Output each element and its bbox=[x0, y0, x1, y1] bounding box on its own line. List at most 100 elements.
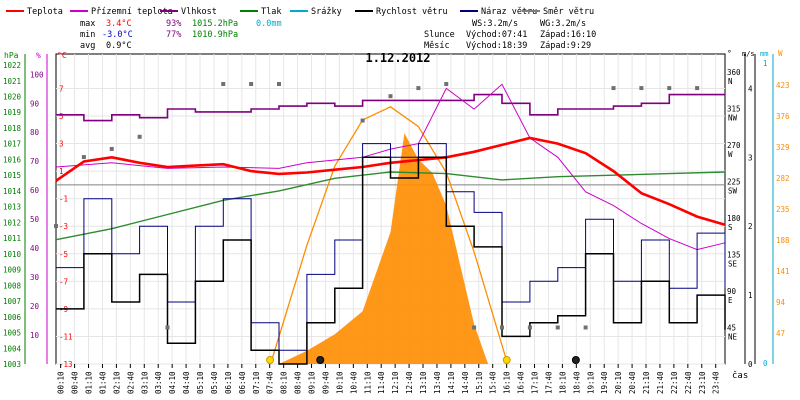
series-humidity bbox=[56, 93, 725, 122]
celsius-tick-label: -3 bbox=[59, 222, 68, 231]
celsius-tick-label: -13 bbox=[59, 360, 73, 369]
hpa-tick-label: 1019 bbox=[3, 108, 21, 117]
sunset-marker bbox=[502, 356, 511, 364]
x-tick-label: 12:40 bbox=[405, 371, 414, 394]
x-axis-label: čas bbox=[732, 370, 748, 381]
x-tick-label: 03:40 bbox=[154, 371, 163, 394]
stat-max-label: max bbox=[80, 19, 95, 29]
wm2-tick-label: 94 bbox=[776, 298, 786, 307]
wind-direction-point bbox=[54, 224, 58, 229]
stat-max-hum: 93% bbox=[166, 19, 181, 29]
ms-tick-label: 4 bbox=[748, 84, 753, 93]
ms-tick-label: 0 bbox=[748, 360, 753, 369]
info-sunset: Západ:16:10 bbox=[540, 30, 596, 40]
series-solar-measured bbox=[279, 133, 489, 364]
celsius-tick-label: 7 bbox=[59, 84, 64, 93]
x-tick-label: 20:40 bbox=[628, 371, 637, 394]
wind-direction-point bbox=[472, 325, 477, 330]
x-tick-label: 05:40 bbox=[210, 371, 219, 394]
dir-label: E bbox=[728, 296, 733, 305]
x-tick-label: 07:40 bbox=[266, 371, 275, 394]
info-sunrise: Východ:07:41 bbox=[466, 30, 527, 40]
mm-tick-label: 0 bbox=[763, 359, 768, 368]
x-tick-label: 11:10 bbox=[363, 371, 372, 394]
deg-unit: ° bbox=[727, 49, 732, 58]
percent-tick-label: 30 bbox=[30, 273, 40, 282]
wm2-tick-label: 282 bbox=[776, 174, 790, 183]
x-tick-label: 17:40 bbox=[544, 371, 553, 394]
info-ws: WS:3.2m/s bbox=[472, 19, 518, 29]
x-tick-label: 08:40 bbox=[294, 371, 303, 394]
x-tick-label: 13:10 bbox=[419, 371, 428, 394]
mm-tick-label: 1 bbox=[763, 59, 768, 68]
wind-direction-point bbox=[527, 325, 532, 330]
deg-tick-label: 225 bbox=[727, 177, 741, 186]
stat-min-temp: -3.0°C bbox=[102, 30, 133, 40]
celsius-tick-label: -7 bbox=[59, 277, 68, 286]
wind-direction-point bbox=[639, 86, 644, 91]
hpa-tick-label: 1015 bbox=[3, 171, 21, 180]
hpa-tick-label: 1020 bbox=[3, 92, 22, 101]
wm2-tick-label: 235 bbox=[776, 205, 790, 214]
stat-max-temp: 3.4°C bbox=[106, 19, 132, 29]
legend-label: Přízemní teplota bbox=[91, 7, 173, 17]
celsius-tick-label: -5 bbox=[59, 250, 68, 259]
stat-min-press: 1010.9hPa bbox=[192, 30, 238, 40]
x-tick-label: 23:10 bbox=[698, 371, 707, 394]
hpa-tick-label: 1005 bbox=[3, 329, 21, 338]
wind-direction-point bbox=[277, 82, 281, 87]
dir-label: NE bbox=[728, 332, 738, 341]
percent-tick-label: 60 bbox=[30, 186, 40, 195]
ms-tick-label: 3 bbox=[748, 153, 753, 162]
celsius-tick-label: 5 bbox=[59, 112, 64, 121]
x-tick-label: 07:10 bbox=[252, 371, 261, 394]
stat-avg-temp: 0.9°C bbox=[106, 41, 132, 51]
moonset-marker bbox=[316, 356, 325, 364]
hpa-tick-label: 1022 bbox=[3, 61, 21, 70]
wind-direction-point bbox=[555, 325, 560, 330]
deg-tick-label: 360 bbox=[727, 68, 741, 77]
info-wg: WG:3.2m/s bbox=[540, 19, 586, 29]
stat-min-hum: 77% bbox=[166, 30, 181, 40]
wind-direction-point bbox=[165, 325, 170, 330]
dir-label: N bbox=[728, 77, 733, 86]
wind-direction-point bbox=[695, 86, 700, 91]
x-tick-label: 01:40 bbox=[98, 371, 107, 394]
info-moonset: Západ:9:29 bbox=[540, 41, 591, 51]
x-tick-label: 03:10 bbox=[140, 371, 149, 394]
chart-title: 1.12.2012 bbox=[365, 51, 430, 65]
x-tick-label: 14:10 bbox=[447, 371, 456, 394]
legend-label: Náraz větru bbox=[481, 7, 537, 17]
x-tick-label: 19:40 bbox=[600, 371, 609, 394]
celsius-tick-label: -11 bbox=[59, 332, 73, 341]
x-tick-label: 21:40 bbox=[656, 371, 665, 394]
percent-tick-label: 40 bbox=[30, 244, 40, 253]
x-tick-label: 04:40 bbox=[182, 371, 191, 394]
hpa-tick-label: 1011 bbox=[3, 234, 21, 243]
x-tick-label: 09:40 bbox=[321, 371, 330, 394]
wind-direction-point bbox=[221, 82, 226, 87]
x-tick-label: 15:40 bbox=[489, 371, 498, 394]
percent-tick-label: 80 bbox=[30, 128, 40, 137]
percent-tick-label: 100 bbox=[30, 70, 44, 79]
x-tick-label: 16:10 bbox=[503, 371, 512, 394]
hpa-tick-label: 1013 bbox=[3, 203, 21, 212]
dir-label: SW bbox=[728, 186, 738, 195]
moonrise-marker bbox=[571, 356, 580, 364]
x-tick-label: 15:10 bbox=[475, 371, 484, 394]
hpa-tick-label: 1010 bbox=[3, 250, 22, 259]
stat-min-label: min bbox=[80, 30, 95, 40]
percent-tick-label: 50 bbox=[30, 215, 40, 224]
x-tick-label: 22:40 bbox=[684, 371, 693, 394]
stat-max-press: 1015.2hPa bbox=[192, 19, 238, 29]
percent-tick-label: 70 bbox=[30, 157, 40, 166]
x-tick-label: 08:10 bbox=[280, 371, 289, 394]
x-tick-label: 10:40 bbox=[349, 371, 358, 394]
x-tick-label: 06:40 bbox=[238, 371, 247, 394]
wind-direction-point bbox=[109, 146, 114, 151]
stat-avg-label: avg bbox=[80, 41, 95, 51]
legend-label: Tlak bbox=[261, 7, 281, 17]
ms-unit: m/s bbox=[742, 50, 755, 58]
hpa-tick-label: 1017 bbox=[3, 140, 21, 149]
x-tick-label: 02:40 bbox=[126, 371, 135, 394]
